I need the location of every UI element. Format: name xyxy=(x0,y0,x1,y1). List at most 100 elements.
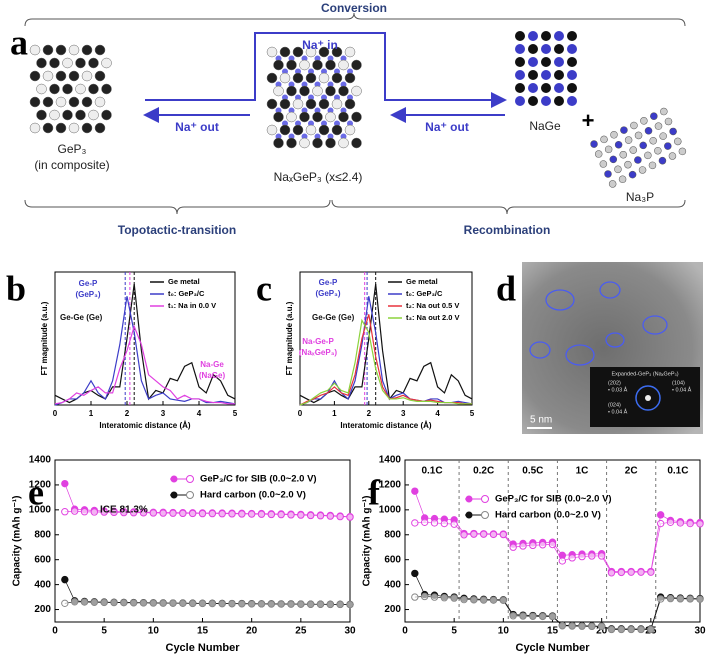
charge-marker xyxy=(519,542,527,550)
charge-marker xyxy=(617,625,626,634)
charge-marker xyxy=(228,599,236,608)
x-tick-label: 15 xyxy=(197,626,209,637)
charge-marker xyxy=(558,622,567,630)
atom xyxy=(68,96,80,108)
atom xyxy=(648,161,657,170)
legend-label: t₁: Na in 0.0 V xyxy=(168,301,216,310)
atom xyxy=(351,85,362,97)
atom xyxy=(515,57,525,67)
particle-outline xyxy=(545,289,575,311)
atom xyxy=(554,44,564,54)
atom xyxy=(618,175,627,184)
x-tick-label: 0 xyxy=(402,626,408,637)
atom xyxy=(266,72,278,84)
rate-label: 1C xyxy=(576,466,589,477)
atom xyxy=(664,117,673,126)
charge-marker xyxy=(336,600,344,609)
atom xyxy=(299,137,310,149)
atom xyxy=(266,98,278,110)
atom xyxy=(29,96,41,108)
atom xyxy=(614,140,623,149)
atom xyxy=(630,121,638,130)
atom xyxy=(299,111,310,123)
atom xyxy=(590,140,598,148)
charge-marker xyxy=(139,509,148,517)
atom xyxy=(266,46,278,58)
charge-marker xyxy=(656,519,665,528)
atom xyxy=(68,44,80,56)
charge-marker xyxy=(489,530,498,539)
atom xyxy=(660,107,668,116)
particle-outline xyxy=(529,341,551,359)
atom xyxy=(674,137,682,146)
atom xyxy=(554,96,564,106)
charge-marker xyxy=(597,552,606,560)
panel-label: f xyxy=(368,472,381,512)
atom xyxy=(628,170,637,179)
annotation: (GeP₃) xyxy=(315,289,340,298)
diffraction-ring xyxy=(635,385,661,411)
brace xyxy=(331,199,686,215)
atom xyxy=(331,46,343,58)
atom xyxy=(279,124,291,136)
atom xyxy=(344,46,356,58)
charge-marker xyxy=(247,600,256,608)
atom xyxy=(273,59,284,71)
atom xyxy=(515,44,525,54)
charge-marker xyxy=(607,569,616,577)
atom xyxy=(312,85,323,97)
na-in-arrow xyxy=(145,32,507,108)
charge-marker xyxy=(440,594,449,602)
charge-marker xyxy=(509,543,517,551)
charge-marker xyxy=(188,509,197,518)
charge-marker xyxy=(120,508,128,517)
atom xyxy=(88,57,99,69)
atom xyxy=(609,155,618,164)
annotation: (NaGe) xyxy=(199,371,226,380)
charge-marker xyxy=(578,552,586,561)
discharge-marker xyxy=(61,575,69,584)
atom xyxy=(351,111,362,123)
panel-label: b xyxy=(6,268,26,308)
structure-label: Na₃P xyxy=(626,190,654,204)
atom xyxy=(541,70,551,80)
legend-marker xyxy=(186,491,194,499)
atom xyxy=(331,98,343,110)
saed-inset xyxy=(590,367,700,427)
atom xyxy=(55,122,67,134)
atom xyxy=(81,70,93,82)
charge-marker xyxy=(538,541,547,549)
atom xyxy=(604,145,613,154)
atom xyxy=(664,142,672,150)
atom xyxy=(541,31,551,41)
charge-marker xyxy=(460,531,468,539)
atom xyxy=(62,83,73,95)
annotation: Ge-P xyxy=(319,278,338,287)
x-tick-label: 20 xyxy=(596,626,608,637)
charge-marker xyxy=(80,598,89,606)
x-tick-label: 1 xyxy=(332,409,337,418)
charge-marker xyxy=(637,568,645,576)
charge-marker xyxy=(70,507,79,515)
charge-marker xyxy=(420,592,429,601)
charge-marker xyxy=(316,600,325,609)
legend-marker xyxy=(465,511,473,519)
atom xyxy=(42,96,54,108)
charge-marker xyxy=(100,508,108,516)
atom xyxy=(614,165,622,174)
charge-marker xyxy=(538,612,547,621)
y-tick-label: 1200 xyxy=(29,480,52,491)
atom xyxy=(678,147,687,156)
atom xyxy=(658,156,667,165)
annotation: Ge-Ge (Ge) xyxy=(312,313,355,322)
legend-label: t₀: GeP₃/C xyxy=(168,289,205,298)
series-line xyxy=(54,296,236,406)
na-out-label: Na⁺ out xyxy=(425,120,469,134)
x-tick-label: 5 xyxy=(233,409,238,418)
charge-marker xyxy=(208,599,217,608)
atom xyxy=(528,70,538,80)
atom xyxy=(36,57,47,69)
atom xyxy=(318,98,330,110)
x-tick-label: 10 xyxy=(498,626,510,637)
atom xyxy=(94,70,106,82)
